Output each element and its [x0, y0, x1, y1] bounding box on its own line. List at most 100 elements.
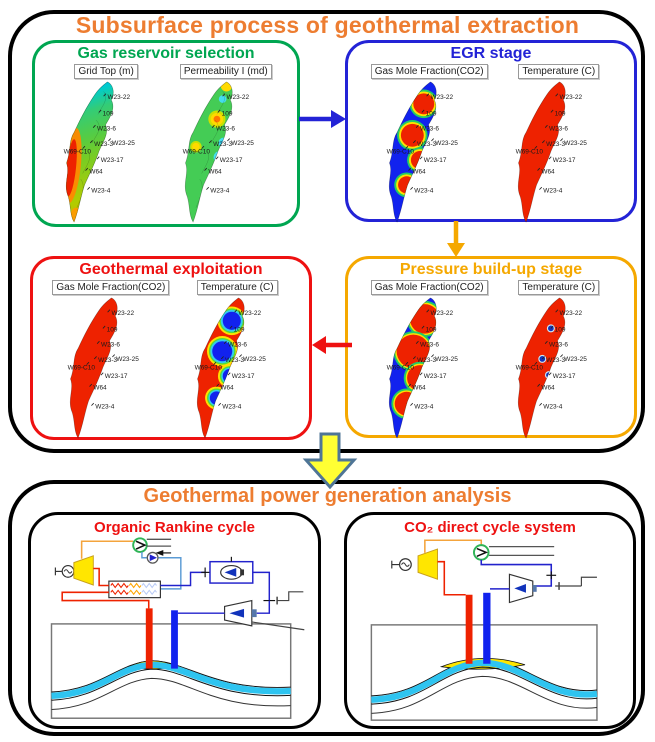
separator-unit: [209, 556, 254, 584]
well-label: W23-4: [96, 403, 115, 410]
map-cell: Gas Mole Fraction(CO2) W23-22 109 W23-6 W23…: [370, 63, 488, 223]
well-tick: [555, 309, 559, 313]
well-label: W23-3: [213, 141, 232, 148]
map-label: Temperature (C): [196, 280, 278, 295]
well-tick: [215, 383, 219, 387]
well-tick: [201, 145, 205, 149]
well-label: W23-4: [414, 403, 433, 410]
well-label: W23-4: [544, 403, 563, 410]
well-tick: [112, 354, 116, 358]
well-label: W23-22: [112, 310, 135, 317]
arrow-selection-to-egr: [299, 110, 346, 128]
well-label: W23-4: [91, 187, 110, 194]
well-tick: [94, 356, 98, 360]
map-label: Gas Mole Fraction(CO2): [370, 280, 488, 295]
well-label: W23-22: [107, 94, 130, 101]
injection-pipe: [145, 608, 153, 669]
well-label: W23-17: [220, 157, 243, 164]
compressor-icon: [223, 599, 305, 631]
well-label: W23-22: [560, 310, 583, 317]
well-tick: [220, 356, 224, 360]
well-label: 109: [222, 110, 233, 117]
map-label: Grid Top (m): [74, 64, 138, 79]
main-title: Subsurface process of geothermal extract…: [75, 12, 580, 38]
lower-strata-curve: [51, 677, 291, 710]
well-tick: [227, 138, 231, 142]
turbine-icon: [417, 548, 438, 580]
well-label: W64: [220, 384, 234, 391]
well-label: W23-3: [225, 357, 244, 364]
contour-map-permeability: W23-22 109 W23-6 W23-3 W23-25 W69-C10 W23-17 W6…: [183, 81, 255, 223]
valve-icon: [201, 567, 210, 578]
well-tick: [206, 186, 210, 190]
well-label: W23-4: [211, 187, 230, 194]
well-tick: [212, 124, 216, 128]
well-label: W69-C10: [516, 148, 544, 155]
well-tick: [409, 402, 413, 406]
map-cell: Temperature (C) W23-22 109 W23-6 W23-3 W23-2…: [506, 279, 611, 439]
orc-schematic: [50, 537, 305, 719]
well-tick: [98, 109, 102, 113]
well-tick: [84, 167, 88, 171]
well-tick: [545, 124, 549, 128]
heat-exchanger-icon: [108, 580, 161, 599]
well-label: W64: [209, 168, 223, 175]
well-label: 109: [102, 110, 113, 117]
well-tick: [86, 361, 90, 365]
maps-row: Gas Mole Fraction(CO2) W23-22 109 W23-6 W23…: [348, 63, 634, 223]
well-tick: [86, 186, 90, 190]
well-label: W69-C10: [183, 148, 211, 155]
well-label: W23-17: [423, 157, 446, 164]
contour-map-exploitation-co2: W23-22 109 W23-6 W23-3 W23-25 W69-C10 W23-17 W6…: [68, 297, 140, 439]
well-tick: [404, 361, 408, 365]
well-tick: [407, 383, 411, 387]
well-tick: [212, 361, 216, 365]
aquifer-layer: [371, 659, 598, 703]
maps-row: Gas Mole Fraction(CO2) W23-22 109 W23-6 W23…: [33, 279, 309, 439]
well-label: W23-17: [553, 157, 576, 164]
well-tick: [542, 356, 546, 360]
well-tick: [89, 383, 93, 387]
well-label: W69-C10: [516, 364, 544, 371]
arrow-egr-to-pressure: [447, 221, 465, 257]
well-tick: [548, 156, 552, 160]
well-tick: [421, 325, 425, 329]
well-tick: [222, 93, 226, 97]
contour-map-pressure-co2: W23-22 109 W23-6 W23-3 W23-25 W69-C10 W23-17 W6…: [386, 297, 458, 439]
well-label: W64: [542, 168, 556, 175]
arrow-subsurface-to-power: [302, 432, 358, 490]
well-label: W23-17: [423, 373, 446, 380]
well-label: W69-C10: [194, 364, 222, 371]
well-tick: [550, 109, 554, 113]
well-label: W69-C10: [386, 364, 414, 371]
well-label: W23-4: [414, 187, 433, 194]
generator-icon: [391, 558, 412, 572]
well-tick: [537, 167, 541, 171]
well-label: W23-25: [565, 356, 588, 363]
aquifer-base-curve: [371, 666, 598, 705]
well-label: W64: [412, 384, 426, 391]
well-label: W23-3: [417, 141, 436, 148]
compressor-icon: [508, 573, 537, 604]
well-tick: [560, 138, 564, 142]
well-label: W64: [542, 384, 556, 391]
generator-icon: [54, 564, 75, 578]
stage-title: Pressure build-up stage: [399, 261, 583, 278]
maps-row: Gas Mole Fraction(CO2) W23-22 109 W23-6 W23…: [348, 279, 634, 439]
well-label: W23-6: [549, 126, 568, 133]
well-label: W64: [412, 168, 426, 175]
condenser-icon: [132, 537, 148, 553]
well-label: W23-22: [430, 94, 453, 101]
co2-line: [160, 571, 206, 587]
well-label: W23-6: [420, 342, 439, 349]
well-tick: [238, 354, 242, 358]
well-tick: [534, 145, 538, 149]
arrow-pressure-to-exploitation: [312, 336, 352, 354]
map-cell: Temperature (C) W23-22 109 W23-6 W23-3 W23-2…: [506, 63, 611, 223]
well-label: W69-C10: [68, 364, 96, 371]
well-labels: W23-22 109 W23-6 W23-3 W23-25 W69-C10 W23-17 W6…: [386, 93, 458, 194]
well-label: W23-25: [243, 356, 266, 363]
condensate-line: [141, 551, 147, 559]
well-label: W23-22: [238, 310, 261, 317]
